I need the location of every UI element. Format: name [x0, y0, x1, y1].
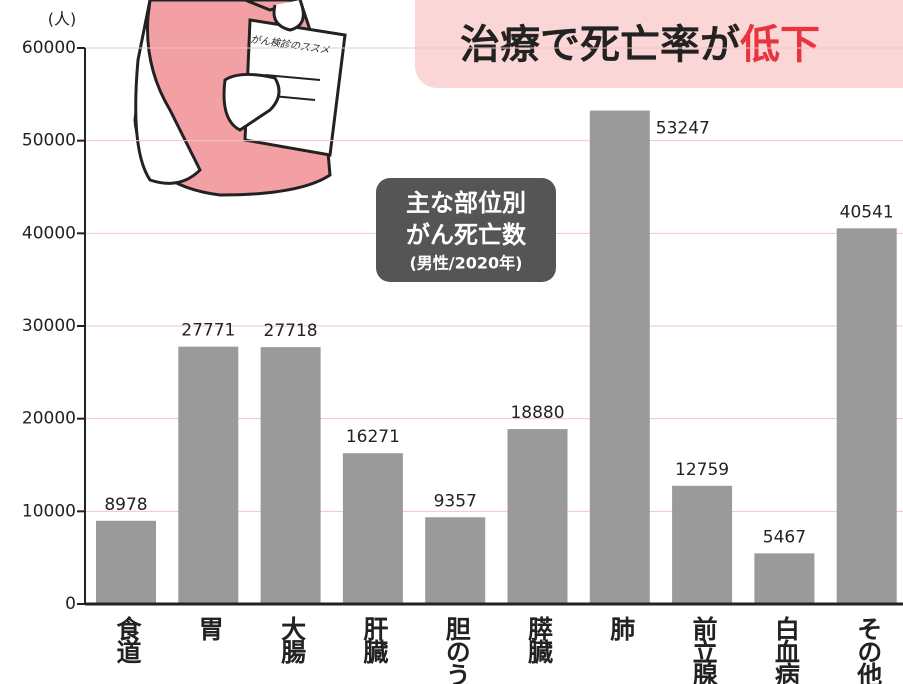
value-label: 9357 [434, 491, 477, 511]
bar [672, 486, 732, 604]
chart-title: 治療で死亡率が低下 [460, 22, 820, 68]
y-tick-label: 20000 [22, 409, 76, 429]
x-tick-label: 前立腺 [689, 615, 718, 684]
page: がん検診のススメ 治療で死亡率が低下 (人) 0 10000 20000 30000 4… [0, 0, 903, 684]
badge-line: (男性/2020年) [409, 254, 522, 273]
value-label: 5467 [763, 527, 806, 547]
value-label: 27718 [264, 321, 318, 341]
x-tick-label: 大腸 [278, 616, 307, 665]
bar [754, 553, 814, 604]
x-tick-label: 白血病 [771, 615, 800, 684]
illustration: がん検診のススメ [135, 0, 345, 195]
x-tick-label: 食道 [113, 615, 142, 664]
x-tick-label: 胆のう [442, 616, 471, 684]
x-tick-label: その他 [854, 616, 884, 684]
bar [96, 521, 156, 604]
y-tick-label: 50000 [22, 131, 76, 151]
y-tick-label: 0 [65, 594, 76, 614]
bar [425, 517, 485, 604]
value-label: 8978 [104, 495, 147, 515]
chart: がん検診のススメ 治療で死亡率が低下 (人) 0 10000 20000 30000 4… [0, 0, 903, 684]
value-label: 40541 [840, 202, 894, 222]
y-tick-label: 30000 [22, 316, 76, 336]
badge-line: 主な部位別 [406, 189, 526, 217]
value-label: 53247 [656, 119, 710, 139]
bar [590, 111, 650, 604]
x-tick-label: 膵臓 [525, 616, 554, 665]
bar [178, 347, 238, 604]
title-highlight: 低下 [740, 22, 820, 68]
value-label: 27771 [181, 321, 235, 341]
y-unit: (人) [48, 10, 77, 29]
x-tick-label: 胃 [195, 616, 224, 642]
value-label: 12759 [675, 460, 729, 480]
value-label: 18880 [510, 403, 564, 423]
x-tick-label: 肺 [607, 616, 636, 642]
bar [343, 453, 403, 604]
badge-line: がん死亡数 [406, 221, 527, 249]
y-tick-label: 40000 [22, 223, 76, 243]
value-label: 16271 [346, 427, 400, 447]
bar [261, 347, 321, 604]
x-tick-label: 肝臓 [360, 616, 389, 665]
y-tick-label: 60000 [22, 38, 76, 58]
bar [508, 429, 568, 604]
title-main: 治療で死亡率が [460, 22, 740, 68]
y-tick-label: 10000 [22, 501, 76, 521]
bar [837, 228, 897, 604]
